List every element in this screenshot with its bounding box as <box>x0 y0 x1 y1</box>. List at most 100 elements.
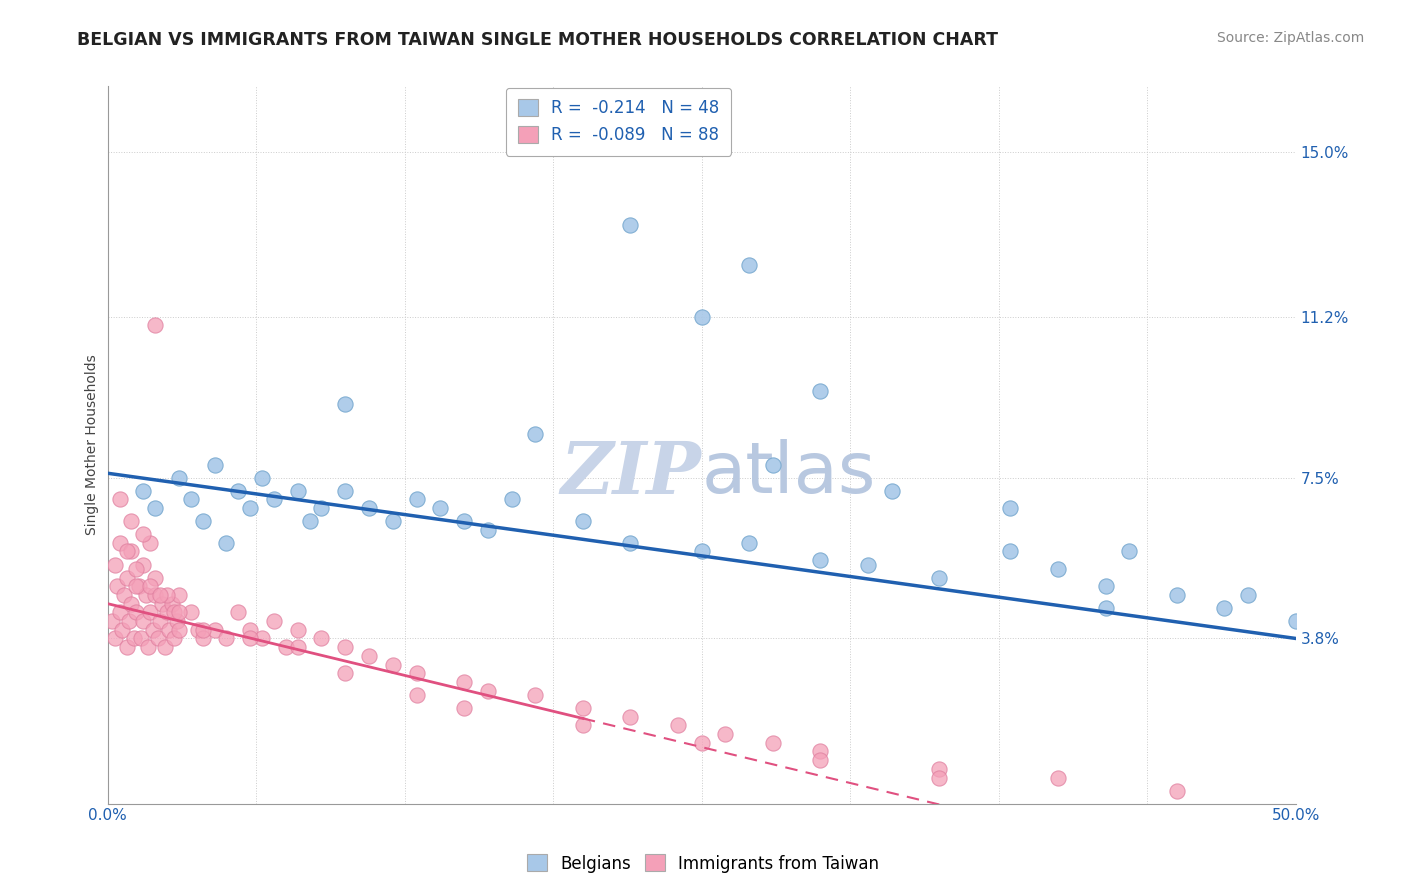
Point <box>1118 544 1140 558</box>
Point <box>105 579 128 593</box>
Point <box>357 501 380 516</box>
Point <box>810 384 832 398</box>
Point <box>108 536 131 550</box>
Point <box>120 597 142 611</box>
Point <box>112 588 135 602</box>
Point <box>215 632 238 646</box>
Point <box>298 514 321 528</box>
Point <box>120 544 142 558</box>
Point <box>132 527 155 541</box>
Point <box>226 605 249 619</box>
Point <box>405 688 427 702</box>
Point <box>429 501 451 516</box>
Point <box>856 558 879 572</box>
Point <box>453 514 475 528</box>
Point <box>146 632 169 646</box>
Point <box>191 514 214 528</box>
Point <box>405 492 427 507</box>
Point <box>149 588 172 602</box>
Point <box>139 579 162 593</box>
Point <box>405 666 427 681</box>
Point <box>139 605 162 619</box>
Point <box>101 614 124 628</box>
Point <box>572 514 595 528</box>
Legend: R =  -0.214   N = 48, R =  -0.089   N = 88: R = -0.214 N = 48, R = -0.089 N = 88 <box>506 87 731 155</box>
Point <box>125 562 148 576</box>
Point <box>335 483 357 498</box>
Point <box>928 771 950 785</box>
Point <box>120 514 142 528</box>
Point <box>157 623 180 637</box>
Point <box>118 614 141 628</box>
Point <box>226 483 249 498</box>
Point <box>136 640 159 654</box>
Point <box>1094 579 1116 593</box>
Point <box>524 427 547 442</box>
Point <box>122 632 145 646</box>
Point <box>690 310 713 324</box>
Point <box>125 605 148 619</box>
Point <box>187 623 209 637</box>
Point <box>191 632 214 646</box>
Point <box>335 666 357 681</box>
Point <box>163 605 186 619</box>
Point <box>143 571 166 585</box>
Point <box>453 674 475 689</box>
Point <box>150 597 173 611</box>
Point <box>381 514 404 528</box>
Point <box>149 614 172 628</box>
Text: Source: ZipAtlas.com: Source: ZipAtlas.com <box>1216 31 1364 45</box>
Point <box>143 318 166 333</box>
Point <box>810 553 832 567</box>
Point <box>619 709 641 723</box>
Point <box>239 623 262 637</box>
Point <box>108 492 131 507</box>
Point <box>153 640 176 654</box>
Point <box>139 536 162 550</box>
Point <box>239 501 262 516</box>
Point <box>311 501 333 516</box>
Text: ZIP: ZIP <box>561 438 702 509</box>
Point <box>167 588 190 602</box>
Point <box>1284 614 1306 628</box>
Point <box>928 571 950 585</box>
Point <box>1166 588 1188 602</box>
Point <box>501 492 523 507</box>
Point <box>250 632 273 646</box>
Point <box>690 736 713 750</box>
Point <box>135 588 157 602</box>
Point <box>263 492 285 507</box>
Point <box>263 614 285 628</box>
Point <box>239 632 262 646</box>
Point <box>143 501 166 516</box>
Point <box>167 470 190 484</box>
Point <box>108 605 131 619</box>
Point <box>880 483 903 498</box>
Point <box>477 683 499 698</box>
Point <box>180 605 202 619</box>
Point <box>311 632 333 646</box>
Point <box>1213 601 1236 615</box>
Point <box>572 701 595 715</box>
Point <box>762 736 785 750</box>
Point <box>274 640 297 654</box>
Point <box>215 536 238 550</box>
Point <box>167 623 190 637</box>
Point <box>666 718 689 732</box>
Point <box>128 579 150 593</box>
Point <box>204 623 226 637</box>
Point <box>928 762 950 776</box>
Point <box>477 523 499 537</box>
Point <box>738 536 761 550</box>
Point <box>810 744 832 758</box>
Point <box>191 623 214 637</box>
Point <box>167 605 190 619</box>
Point <box>690 544 713 558</box>
Point <box>714 727 737 741</box>
Point <box>810 753 832 767</box>
Text: atlas: atlas <box>702 439 876 508</box>
Point <box>357 648 380 663</box>
Point <box>572 718 595 732</box>
Text: BELGIAN VS IMMIGRANTS FROM TAIWAN SINGLE MOTHER HOUSEHOLDS CORRELATION CHART: BELGIAN VS IMMIGRANTS FROM TAIWAN SINGLE… <box>77 31 998 49</box>
Point <box>287 640 309 654</box>
